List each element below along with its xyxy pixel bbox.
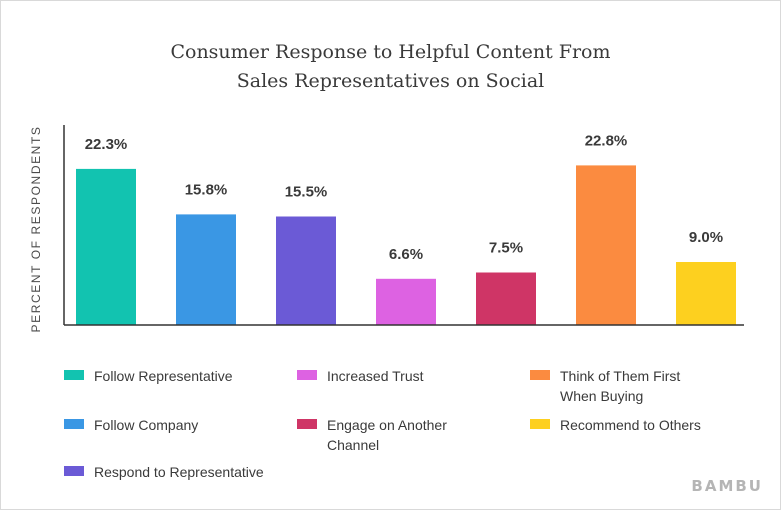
chart-title: Consumer Response to Helpful Content Fro… <box>0 38 781 96</box>
bar-engage-on-another-channel <box>476 272 536 325</box>
bar-follow-company <box>176 214 236 325</box>
chart-title-line-2: Sales Representatives on Social <box>236 70 545 92</box>
data-label-follow-company: 15.8% <box>185 181 228 198</box>
bar-recommend-to-others <box>676 262 736 325</box>
bar-respond-to-representative <box>276 216 336 325</box>
data-label-think-of-them-first-when-buying: 22.8% <box>585 132 628 149</box>
data-label-follow-representative: 22.3% <box>85 136 128 153</box>
bar-follow-representative <box>76 168 136 325</box>
data-label-engage-on-another-channel: 7.5% <box>489 240 523 257</box>
bar-increased-trust <box>376 278 436 325</box>
data-label-increased-trust: 6.6% <box>389 246 423 263</box>
data-label-respond-to-representative: 15.5% <box>285 184 328 201</box>
data-label-recommend-to-others: 9.0% <box>689 229 723 246</box>
chart-title-line-1: Consumer Response to Helpful Content Fro… <box>170 41 611 63</box>
bar-think-of-them-first-when-buying <box>576 165 636 325</box>
brand-logo: BAMBU <box>691 477 763 495</box>
